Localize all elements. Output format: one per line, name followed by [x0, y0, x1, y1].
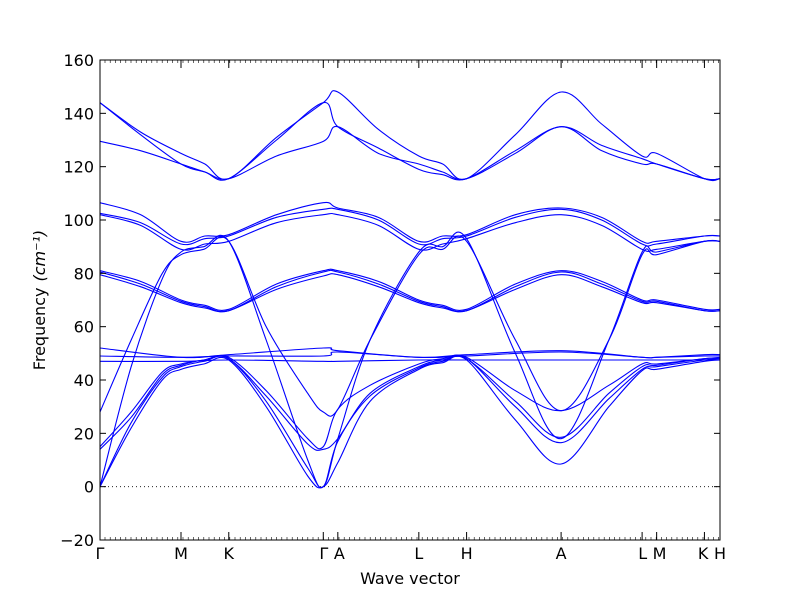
- phonon-branch-3: [100, 355, 720, 451]
- phonon-branch-5: [100, 359, 720, 363]
- x-axis-label: Wave vector: [360, 569, 460, 588]
- phonon-branch-2: [100, 355, 720, 489]
- x-tick-label: L: [414, 544, 423, 563]
- x-tick-label: M: [653, 544, 667, 563]
- y-tick-label: 0: [84, 478, 94, 497]
- phonon-branch-17: [100, 102, 720, 181]
- y-tick-label: 20: [74, 424, 94, 443]
- x-tick-label: H: [461, 544, 473, 563]
- phonon-branch-4: [100, 354, 720, 450]
- phonon-branch-13: [100, 212, 720, 252]
- y-tick-label: 100: [63, 211, 94, 230]
- y-tick-label: 60: [74, 318, 94, 337]
- phonon-branch-11: [100, 269, 720, 313]
- y-tick-label: 160: [63, 51, 94, 70]
- x-tick-label: Γ: [319, 544, 328, 563]
- phonon-branch-18: [100, 90, 720, 182]
- x-tick-label: L: [638, 544, 647, 563]
- x-tick-label: A: [334, 544, 345, 563]
- y-tick-label: 40: [74, 371, 94, 390]
- phonon-branches: [100, 90, 720, 489]
- y-axis-label: Frequency (cm⁻¹): [30, 230, 49, 370]
- phonon-branch-14: [100, 207, 720, 247]
- y-tick-label: −20: [60, 531, 94, 550]
- y-axis-ticks: −20 0 20 40 60 80 100 120 140 160: [60, 51, 720, 550]
- phonon-branch-10: [100, 273, 720, 313]
- x-tick-label: Γ: [96, 544, 105, 563]
- x-tick-label: H: [714, 544, 726, 563]
- phonon-branch-7: [100, 347, 720, 359]
- plot-area: [100, 60, 720, 540]
- phonon-branch-15: [100, 201, 720, 244]
- x-tick-label: K: [224, 544, 235, 563]
- x-tick-label: A: [556, 544, 567, 563]
- y-tick-label: 80: [74, 264, 94, 283]
- phonon-branch-12: [100, 268, 720, 311]
- y-axis-label-unit: (cm⁻¹): [30, 230, 49, 282]
- plot-frame: [99, 59, 721, 541]
- phonon-branch-1: [100, 355, 720, 489]
- y-tick-label: 120: [63, 158, 94, 177]
- y-tick-label: 140: [63, 104, 94, 123]
- y-axis-label-text: Frequency: [30, 288, 49, 371]
- x-tick-label: K: [698, 544, 709, 563]
- x-tick-label: M: [174, 544, 188, 563]
